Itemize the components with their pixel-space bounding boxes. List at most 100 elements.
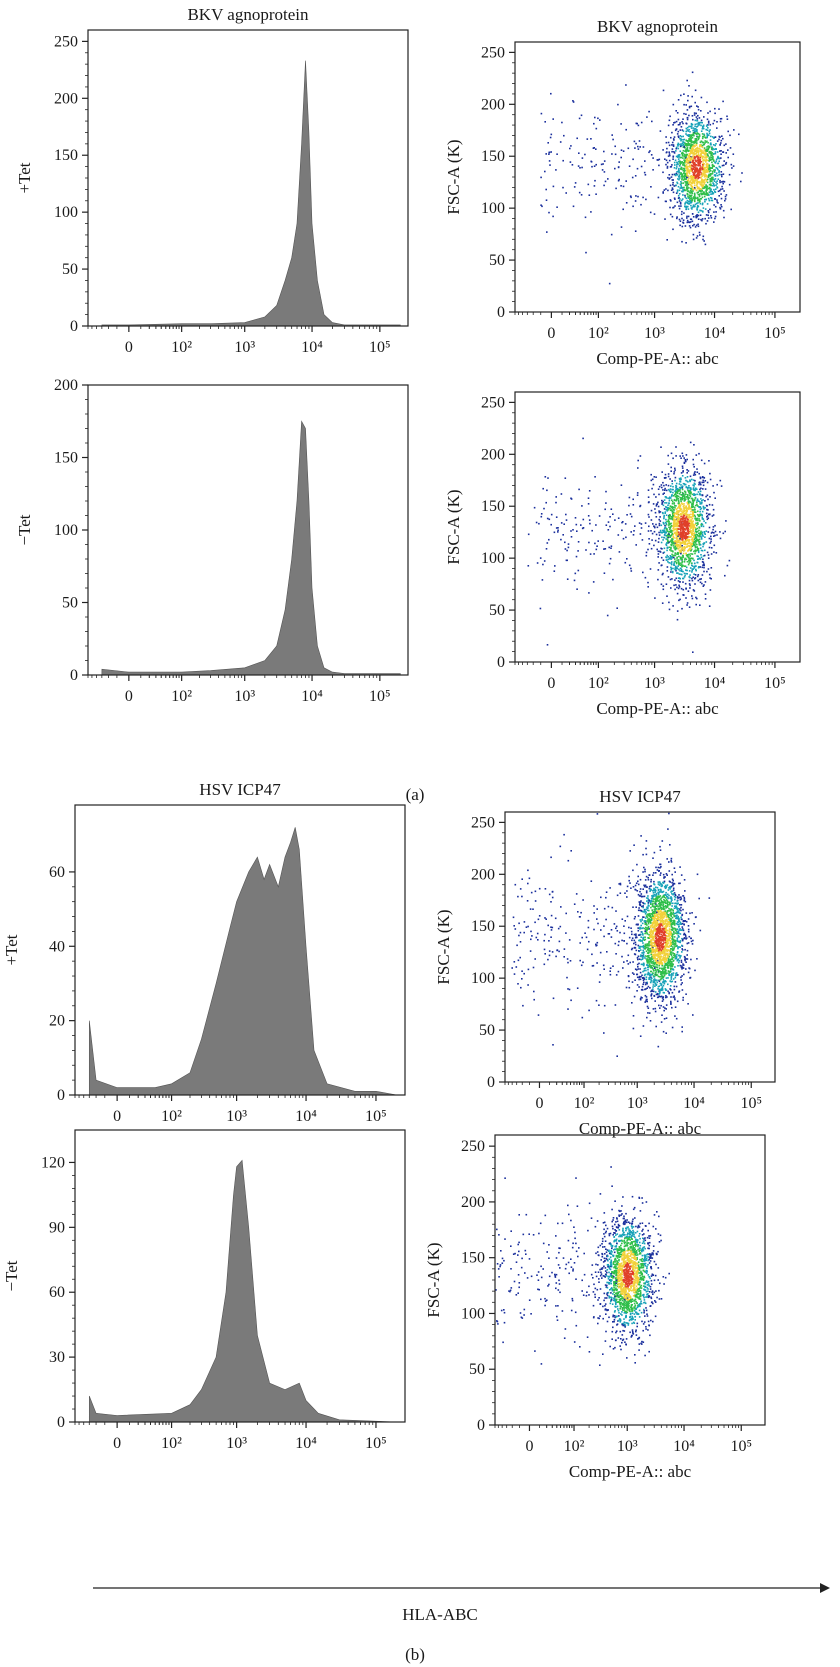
scatter-point <box>660 484 663 486</box>
scatter-point <box>683 164 686 167</box>
scatter-point <box>675 508 678 510</box>
scatter-point <box>705 156 707 159</box>
scatter-point <box>709 577 711 579</box>
scatter-point <box>550 513 553 516</box>
scatter-point <box>689 487 691 489</box>
scatter-point <box>672 974 674 976</box>
scatter-point <box>636 167 639 170</box>
scatter-point <box>697 218 700 220</box>
scatter-point <box>690 178 692 181</box>
scatter-point <box>668 502 670 505</box>
scatter-point <box>672 517 674 520</box>
scatter-point <box>547 142 549 144</box>
scatter-point <box>667 535 669 538</box>
scatter-point <box>643 902 645 905</box>
scatter-point <box>593 553 595 555</box>
scatter-point <box>672 517 675 520</box>
scatter-point <box>693 197 695 199</box>
scatter-point <box>688 134 691 136</box>
scatter-point <box>676 567 679 570</box>
scatter-point <box>548 211 550 214</box>
scatter-point <box>650 957 653 960</box>
scatter-point <box>702 172 705 175</box>
scatter-point <box>648 516 650 518</box>
scatter-point <box>521 878 523 880</box>
scatter-point <box>700 176 702 179</box>
scatter-point <box>686 560 689 563</box>
scatter-point <box>570 145 572 147</box>
scatter-point <box>690 140 693 142</box>
scatter-point <box>700 549 703 552</box>
scatter-point <box>652 904 654 907</box>
scatter-point <box>699 506 702 508</box>
scatter-point <box>690 145 692 148</box>
scatter-point <box>710 197 713 199</box>
scatter-point <box>647 530 650 532</box>
scatter-point <box>696 555 698 557</box>
scatter-point <box>588 490 591 492</box>
scatter-point <box>719 206 721 209</box>
scatter-point <box>672 495 675 497</box>
scatter-point <box>688 134 690 136</box>
scatter-point <box>679 150 682 153</box>
scatter-point <box>679 542 681 544</box>
scatter-point <box>690 177 692 179</box>
scatter-point <box>682 222 685 224</box>
scatter-point <box>683 512 686 515</box>
scatter-point <box>652 857 654 859</box>
scatter-point <box>694 562 696 565</box>
scatter-point <box>680 569 683 571</box>
scatter-point <box>683 112 685 115</box>
scatter-point <box>687 503 689 506</box>
scatter-point <box>669 213 672 216</box>
scatter-point <box>666 570 669 572</box>
scatter-point <box>673 493 676 496</box>
scatter-point <box>695 140 698 142</box>
scatter-point <box>667 942 670 944</box>
scatter-point <box>699 182 701 184</box>
scatter-point <box>689 198 691 200</box>
scatter-point <box>658 493 660 496</box>
scatter-point <box>683 532 686 534</box>
scatter-point <box>678 545 680 547</box>
scatter-point <box>695 533 698 536</box>
scatter-point <box>630 927 632 929</box>
scatter-point <box>595 127 598 130</box>
scatter-point <box>671 187 674 189</box>
scatter-point <box>545 501 547 504</box>
scatter-point <box>719 150 721 152</box>
scatter-point <box>677 516 679 519</box>
scatter-point <box>700 153 702 155</box>
scatter-point <box>730 208 732 211</box>
scatter-point <box>670 200 672 202</box>
scatter-point <box>699 160 701 162</box>
scatter-point <box>673 512 675 515</box>
scatter-point <box>686 117 689 119</box>
scatter-point <box>681 520 683 522</box>
scatter-point <box>674 915 677 917</box>
scatter-point <box>699 490 702 493</box>
scatter-point <box>701 158 704 160</box>
y-tick-label: 40 <box>49 938 65 955</box>
scatter-point <box>665 497 668 499</box>
scatter-point <box>546 517 549 520</box>
y-tick-label: 0 <box>70 318 78 335</box>
scatter-point <box>578 152 580 154</box>
scatter-point <box>683 514 685 517</box>
scatter-point <box>678 489 680 491</box>
scatter-point <box>693 196 695 198</box>
scatter-point <box>641 539 644 541</box>
scatter-point <box>680 168 682 170</box>
scatter-point <box>675 120 678 123</box>
scatter-point <box>686 513 688 516</box>
scatter-point <box>670 490 672 493</box>
scatter-point <box>676 171 678 173</box>
scatter-point <box>685 527 688 530</box>
scatter-point <box>709 542 712 544</box>
scatter-point <box>693 194 696 197</box>
scatter-point <box>585 251 587 254</box>
scatter-point <box>697 147 700 150</box>
scatter-point <box>698 171 701 174</box>
scatter-point <box>595 548 598 551</box>
scatter-point <box>617 166 620 169</box>
